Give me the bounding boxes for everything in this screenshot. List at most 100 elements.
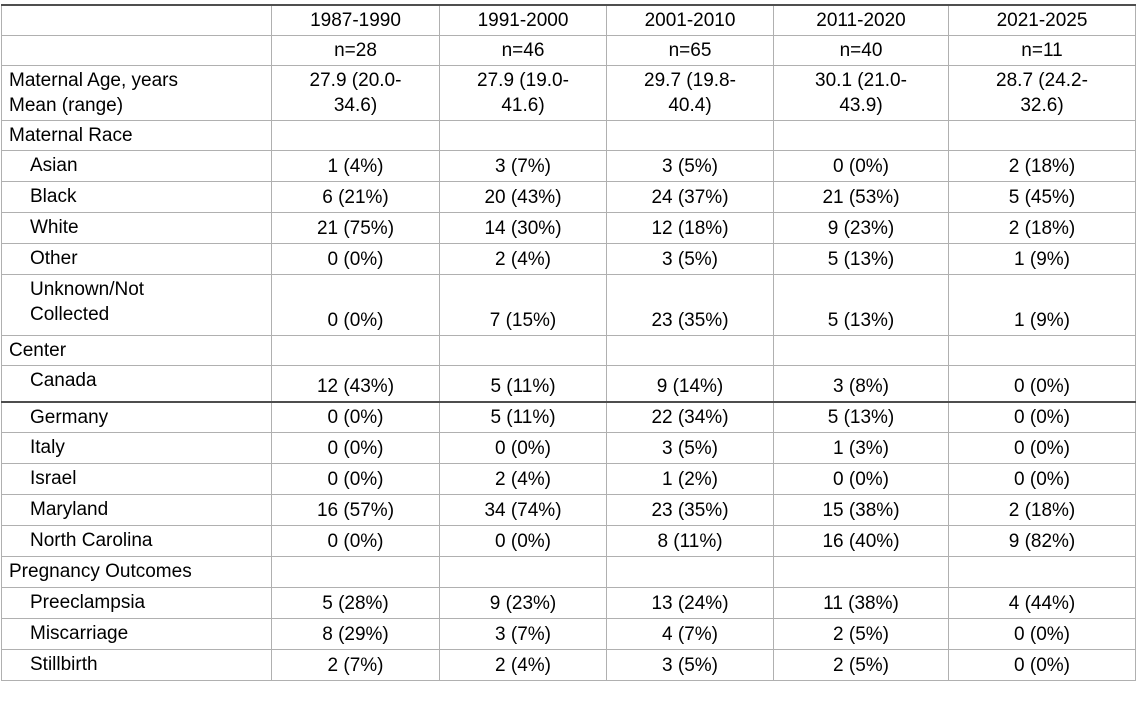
row-label-preeclampsia: Preeclampsia (1, 587, 272, 619)
cell-maternal-age-2: 29.7 (19.8- 40.4) (606, 65, 774, 121)
cell-asian-2: 3 (5%) (606, 150, 774, 182)
cell-pregnancy-outcomes-1 (439, 556, 607, 588)
cell-north-carolina-0: 0 (0%) (271, 525, 440, 557)
cell-black-3: 21 (53%) (773, 181, 949, 213)
corner-cell (1, 4, 272, 36)
cell-maryland-4: 2 (18%) (948, 494, 1136, 526)
table-row-center: Center (1, 335, 1136, 366)
cell-maternal-age-3: 30.1 (21.0- 43.9) (773, 65, 949, 121)
cell-canada-0: 12 (43%) (271, 365, 440, 403)
row-label-asian: Asian (1, 150, 272, 182)
table-row-maryland: Maryland 16 (57%) 34 (74%) 23 (35%) 15 (38%)… (1, 494, 1136, 526)
cell-germany-1: 5 (11%) (439, 401, 607, 433)
cell-stillbirth-0: 2 (7%) (271, 649, 440, 681)
cell-maryland-3: 15 (38%) (773, 494, 949, 526)
cell-black-4: 5 (45%) (948, 181, 1136, 213)
cell-germany-3: 5 (13%) (773, 401, 949, 433)
cell-black-0: 6 (21%) (271, 181, 440, 213)
column-header-n-3: n=40 (773, 35, 949, 66)
row-label-north-carolina: North Carolina (1, 525, 272, 557)
cell-other-1: 2 (4%) (439, 243, 607, 275)
cell-maternal-age-0: 27.9 (20.0- 34.6) (271, 65, 440, 121)
cell-maryland-2: 23 (35%) (606, 494, 774, 526)
cell-white-4: 2 (18%) (948, 212, 1136, 244)
cell-north-carolina-1: 0 (0%) (439, 525, 607, 557)
cell-canada-1: 5 (11%) (439, 365, 607, 403)
table-row-preeclampsia: Preeclampsia 5 (28%) 9 (23%) 13 (24%) 11 (38… (1, 587, 1136, 619)
cell-preeclampsia-4: 4 (44%) (948, 587, 1136, 619)
cell-pregnancy-outcomes-3 (773, 556, 949, 588)
cell-white-0: 21 (75%) (271, 212, 440, 244)
cell-stillbirth-2: 3 (5%) (606, 649, 774, 681)
column-header-period-4: 2021-2025 (948, 4, 1136, 36)
row-label-unknown-not-collected: Unknown/Not Collected (1, 274, 272, 336)
column-header-period-0: 1987-1990 (271, 4, 440, 36)
cell-maryland-0: 16 (57%) (271, 494, 440, 526)
cell-pregnancy-outcomes-4 (948, 556, 1136, 588)
table-row-north-carolina: North Carolina 0 (0%) 0 (0%) 8 (11%) 16 (40%… (1, 525, 1136, 557)
cell-unknown-not-collected-4: 1 (9%) (948, 274, 1136, 336)
cell-unknown-not-collected-0: 0 (0%) (271, 274, 440, 336)
cell-white-1: 14 (30%) (439, 212, 607, 244)
cell-israel-4: 0 (0%) (948, 463, 1136, 495)
row-label-stillbirth: Stillbirth (1, 649, 272, 681)
table-row-italy: Italy 0 (0%) 0 (0%) 3 (5%) 1 (3%) 0 (0%) (1, 432, 1136, 464)
column-header-period-1: 1991-2000 (439, 4, 607, 36)
cell-center-2 (606, 335, 774, 366)
table-row-black: Black 6 (21%) 20 (43%) 24 (37%) 21 (53%) 5 (4… (1, 181, 1136, 213)
cell-israel-3: 0 (0%) (773, 463, 949, 495)
table-row-pregnancy-outcomes: Pregnancy Outcomes (1, 556, 1136, 588)
cell-center-4 (948, 335, 1136, 366)
cell-north-carolina-2: 8 (11%) (606, 525, 774, 557)
cell-miscarriage-2: 4 (7%) (606, 618, 774, 650)
demographics-table: 1987-1990 1991-2000 2001-2010 2011-2020 2021… (1, 4, 1136, 681)
row-label-other: Other (1, 243, 272, 275)
cell-israel-1: 2 (4%) (439, 463, 607, 495)
cell-north-carolina-4: 9 (82%) (948, 525, 1136, 557)
cell-miscarriage-3: 2 (5%) (773, 618, 949, 650)
cell-pregnancy-outcomes-0 (271, 556, 440, 588)
row-label-italy: Italy (1, 432, 272, 464)
cell-white-2: 12 (18%) (606, 212, 774, 244)
row-label-black: Black (1, 181, 272, 213)
cell-maternal-race-1 (439, 120, 607, 151)
cell-maryland-1: 34 (74%) (439, 494, 607, 526)
cell-italy-1: 0 (0%) (439, 432, 607, 464)
cell-miscarriage-1: 3 (7%) (439, 618, 607, 650)
row-label-canada: Canada (1, 365, 272, 403)
cell-center-0 (271, 335, 440, 366)
column-header-n-2: n=65 (606, 35, 774, 66)
cell-other-4: 1 (9%) (948, 243, 1136, 275)
column-header-n-1: n=46 (439, 35, 607, 66)
cell-canada-4: 0 (0%) (948, 365, 1136, 403)
cell-germany-2: 22 (34%) (606, 401, 774, 433)
row-label-miscarriage: Miscarriage (1, 618, 272, 650)
cell-center-1 (439, 335, 607, 366)
cell-preeclampsia-3: 11 (38%) (773, 587, 949, 619)
cell-black-2: 24 (37%) (606, 181, 774, 213)
cell-maternal-race-0 (271, 120, 440, 151)
cell-black-1: 20 (43%) (439, 181, 607, 213)
cell-asian-4: 2 (18%) (948, 150, 1136, 182)
table-row-stillbirth: Stillbirth 2 (7%) 2 (4%) 3 (5%) 2 (5%) 0 (0%) (1, 649, 1136, 681)
cell-germany-4: 0 (0%) (948, 401, 1136, 433)
cell-center-3 (773, 335, 949, 366)
cell-miscarriage-4: 0 (0%) (948, 618, 1136, 650)
table-body: 1987-1990 1991-2000 2001-2010 2011-2020 2021… (1, 4, 1136, 681)
cell-stillbirth-3: 2 (5%) (773, 649, 949, 681)
cell-unknown-not-collected-1: 7 (15%) (439, 274, 607, 336)
cell-canada-2: 9 (14%) (606, 365, 774, 403)
column-header-n-4: n=11 (948, 35, 1136, 66)
row-label-maternal-age: Maternal Age, years Mean (range) (1, 65, 272, 121)
row-label-white: White (1, 212, 272, 244)
row-label-center: Center (1, 335, 272, 366)
cell-maternal-age-4: 28.7 (24.2- 32.6) (948, 65, 1136, 121)
cell-asian-0: 1 (4%) (271, 150, 440, 182)
column-header-n-0: n=28 (271, 35, 440, 66)
cell-italy-2: 3 (5%) (606, 432, 774, 464)
cell-canada-3: 3 (8%) (773, 365, 949, 403)
cell-stillbirth-4: 0 (0%) (948, 649, 1136, 681)
table-row-white: White 21 (75%) 14 (30%) 12 (18%) 9 (23%) 2 (1… (1, 212, 1136, 244)
table-row-other: Other 0 (0%) 2 (4%) 3 (5%) 5 (13%) 1 (9%) (1, 243, 1136, 275)
cell-unknown-not-collected-3: 5 (13%) (773, 274, 949, 336)
